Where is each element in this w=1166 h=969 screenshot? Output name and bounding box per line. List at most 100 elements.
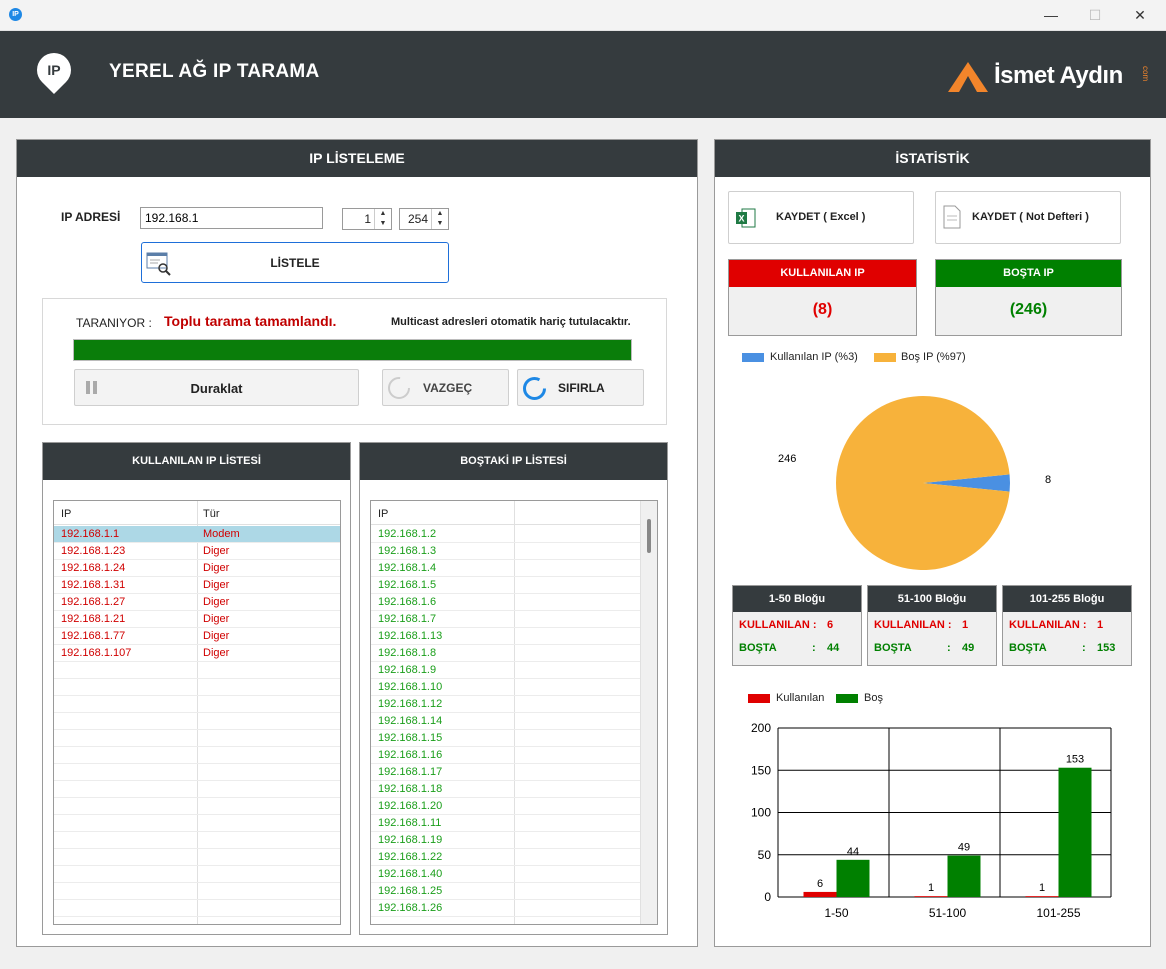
- pie-legend-used-swatch: [742, 353, 764, 362]
- table-row[interactable]: 192.168.1.6: [371, 594, 640, 611]
- block-free-sep: :: [947, 642, 951, 654]
- used-ip-cell: 192.168.1.31: [61, 579, 126, 591]
- table-row[interactable]: 192.168.1.40: [371, 866, 640, 883]
- list-button[interactable]: LİSTELE: [141, 242, 449, 283]
- bar: [914, 896, 948, 897]
- pie-label-free: 246: [778, 453, 796, 465]
- used-ip-stat-value: (8): [812, 301, 833, 318]
- bar: [836, 859, 870, 897]
- table-row[interactable]: 192.168.1.21 Diger: [54, 611, 340, 628]
- y-tick-label: 0: [764, 890, 771, 904]
- free-ip-cell: 192.168.1.18: [378, 783, 443, 795]
- table-row: [54, 900, 340, 917]
- table-row[interactable]: 192.168.1.107 Diger: [54, 645, 340, 662]
- table-row[interactable]: 192.168.1.31 Diger: [54, 577, 340, 594]
- free-ip-cell: 192.168.1.10: [378, 681, 443, 693]
- bar-value-label: 153: [1066, 754, 1084, 766]
- table-row[interactable]: 192.168.1.15: [371, 730, 640, 747]
- cancel-spinner-icon: [388, 377, 410, 399]
- block-free-value: 153: [1097, 642, 1116, 654]
- pie-slice-used: [923, 474, 1010, 492]
- table-row[interactable]: 192.168.1.8: [371, 645, 640, 662]
- pie-label-used: 8: [1045, 474, 1051, 486]
- table-row[interactable]: 192.168.1.19: [371, 832, 640, 849]
- free-ip-stat-label: BOŞTA IP: [936, 260, 1121, 287]
- table-row[interactable]: 192.168.1.13: [371, 628, 640, 645]
- table-row[interactable]: 192.168.1.20: [371, 798, 640, 815]
- block-title: 1-50 Bloğu: [733, 586, 861, 612]
- table-row[interactable]: 192.168.1.10: [371, 679, 640, 696]
- list-button-label: LİSTELE: [270, 256, 320, 270]
- table-row[interactable]: 192.168.1.9: [371, 662, 640, 679]
- table-row: [54, 849, 340, 866]
- block-used-value: 1: [1097, 619, 1104, 631]
- table-row[interactable]: 192.168.1.3: [371, 543, 640, 560]
- reset-button[interactable]: SIFIRLA: [517, 369, 644, 406]
- block-free-value: 49: [962, 642, 975, 654]
- free-ip-cell: 192.168.1.3: [378, 545, 437, 557]
- range-start-stepper[interactable]: 1 ▲ ▼: [342, 208, 392, 230]
- free-ip-cell: 192.168.1.11: [378, 817, 442, 829]
- maximize-button[interactable]: ☐: [1088, 7, 1102, 23]
- table-row[interactable]: 192.168.1.16: [371, 747, 640, 764]
- table-row[interactable]: 192.168.1.24 Diger: [54, 560, 340, 577]
- table-row: [54, 662, 340, 679]
- save-notepad-button[interactable]: KAYDET ( Not Defteri ): [935, 191, 1121, 244]
- used-type-cell: Diger: [203, 613, 230, 625]
- free-ip-listview[interactable]: IP 192.168.1.2 192.168.1.3 192.168.1.4 192.…: [370, 500, 658, 925]
- y-tick-label: 150: [751, 763, 771, 777]
- table-row[interactable]: 192.168.1.22: [371, 849, 640, 866]
- table-row[interactable]: 192.168.1.27 Diger: [54, 594, 340, 611]
- pause-icon: [86, 381, 90, 394]
- table-row[interactable]: 192.168.1.14: [371, 713, 640, 730]
- used-ip-cell: 192.168.1.21: [61, 613, 126, 625]
- brand-logo: İsmet Aydın com: [948, 56, 1158, 96]
- used-ip-cell: 192.168.1.1: [61, 528, 120, 540]
- free-list-scrollbar[interactable]: [640, 501, 657, 924]
- free-ip-stat-value: (246): [1009, 301, 1048, 318]
- free-ip-cell: 192.168.1.15: [378, 732, 443, 744]
- table-row: [54, 679, 340, 696]
- table-row[interactable]: 192.168.1.7: [371, 611, 640, 628]
- table-row[interactable]: 192.168.1.11: [371, 815, 640, 832]
- bar-legend-used: Kullanılan: [776, 692, 825, 704]
- cancel-button[interactable]: VAZGEÇ: [382, 369, 509, 406]
- save-excel-button[interactable]: X KAYDET ( Excel ): [728, 191, 914, 244]
- table-row[interactable]: 192.168.1.4: [371, 560, 640, 577]
- free-ip-cell: 192.168.1.40: [378, 868, 443, 880]
- table-row[interactable]: 192.168.1.18: [371, 781, 640, 798]
- table-row[interactable]: 192.168.1.25: [371, 883, 640, 900]
- bar-value-label: 1: [1039, 882, 1045, 894]
- table-row: [54, 832, 340, 849]
- bar-value-label: 1: [928, 882, 934, 894]
- used-ip-list-title: KULLANILAN IP LİSTESİ: [43, 443, 350, 480]
- bar-value-label: 44: [847, 846, 859, 858]
- close-button[interactable]: ✕: [1134, 7, 1146, 23]
- block-free-label: BOŞTA: [1009, 642, 1047, 654]
- pause-button[interactable]: Duraklat: [74, 369, 359, 406]
- minimize-button[interactable]: —: [1044, 7, 1058, 23]
- scan-status-box: TARANIYOR : Toplu tarama tamamlandı. Mul…: [42, 298, 667, 425]
- table-row[interactable]: 192.168.1.17: [371, 764, 640, 781]
- y-tick-label: 200: [751, 721, 771, 735]
- free-ip-cell: 192.168.1.13: [378, 630, 443, 642]
- table-row[interactable]: 192.168.1.1 Modem: [54, 526, 340, 543]
- table-row[interactable]: 192.168.1.2: [371, 526, 640, 543]
- free-ip-cell: 192.168.1.5: [378, 579, 437, 591]
- table-row[interactable]: 192.168.1.26: [371, 900, 640, 917]
- scanning-label: TARANIYOR :: [76, 316, 152, 330]
- table-row: [54, 883, 340, 900]
- table-row[interactable]: 192.168.1.23 Diger: [54, 543, 340, 560]
- table-row[interactable]: 192.168.1.12: [371, 696, 640, 713]
- ip-address-input[interactable]: [140, 207, 323, 229]
- save-notepad-label: KAYDET ( Not Defteri ): [972, 211, 1089, 223]
- table-row[interactable]: 192.168.1.5: [371, 577, 640, 594]
- bar: [1058, 767, 1092, 897]
- table-row[interactable]: 192.168.1.77 Diger: [54, 628, 340, 645]
- used-type-cell: Diger: [203, 562, 230, 574]
- bar-legend-free-swatch: [836, 694, 858, 703]
- range-end-stepper[interactable]: 254 ▲ ▼: [399, 208, 449, 230]
- free-ip-cell: 192.168.1.16: [378, 749, 443, 761]
- ip-listing-panel: IP LİSTELEME IP ADRESİ 1 ▲▼ 254 ▲▼ LİSTE…: [16, 139, 698, 947]
- used-ip-listview[interactable]: IP Tür 192.168.1.1 Modem 192.168.1.23 Diger…: [53, 500, 341, 925]
